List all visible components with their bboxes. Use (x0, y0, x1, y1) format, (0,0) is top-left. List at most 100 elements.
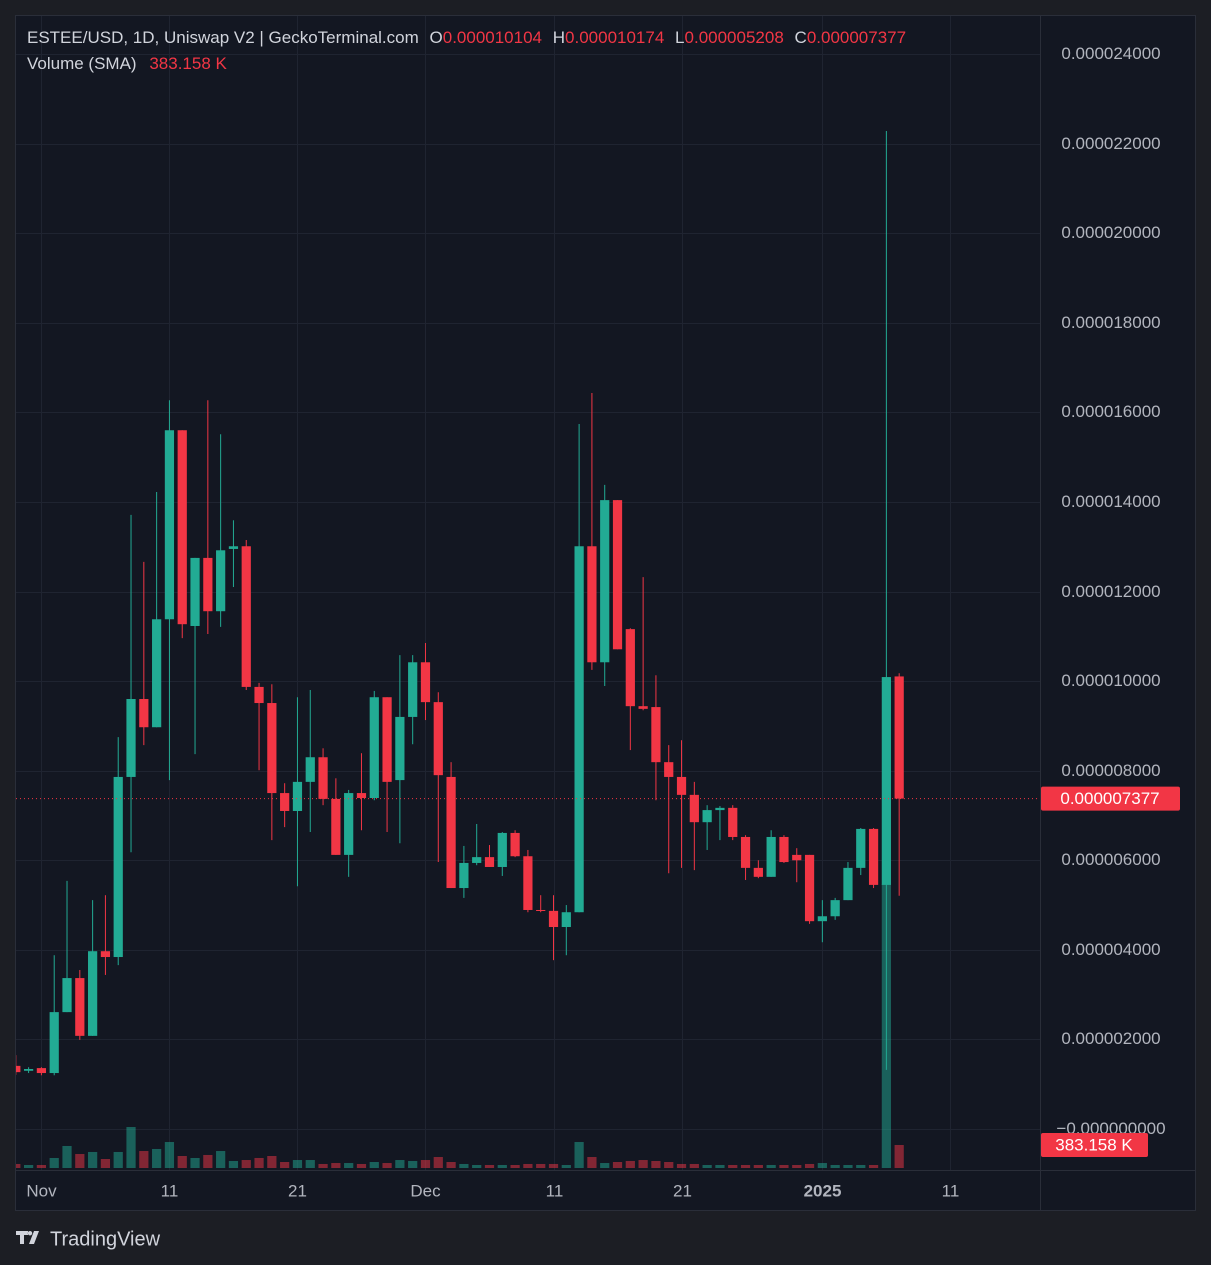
candle-body (420, 662, 431, 703)
volume-bar (740, 1164, 751, 1168)
volume-bar (638, 1160, 648, 1168)
volume-bar (16, 1163, 21, 1168)
volume-bar (369, 1161, 379, 1168)
volume-bar (420, 1160, 431, 1168)
y-tick-label: 0.000014000 (1061, 492, 1160, 511)
y-tick-label: 0.000004000 (1061, 940, 1160, 959)
candle-body (664, 762, 674, 777)
candle-body (740, 836, 751, 868)
volume-name: Volume (SMA) (27, 54, 137, 73)
candle-body (459, 862, 469, 889)
price-tag (1041, 786, 1180, 811)
candle-body (894, 676, 904, 799)
price-tag-label: 0.000007377 (1060, 789, 1159, 808)
candle-body (433, 702, 443, 776)
x-tick-label: 11 (546, 1181, 564, 1200)
volume-bar (472, 1164, 482, 1168)
volume-bar (49, 1157, 59, 1168)
candle-body (804, 854, 815, 922)
volume-bar (267, 1155, 277, 1168)
volume-bar (408, 1160, 418, 1168)
candle-body (344, 793, 354, 855)
volume-bar (241, 1160, 251, 1168)
candle-body (536, 909, 546, 911)
y-tick-label: 0.000016000 (1061, 402, 1160, 421)
volume-bar (587, 1157, 597, 1168)
candle-body (510, 832, 520, 857)
volume-bar (382, 1163, 392, 1168)
candle-body (190, 557, 200, 626)
candle-body (49, 1012, 59, 1074)
volume-bar (536, 1163, 546, 1168)
candle-body (868, 828, 879, 885)
candle-body (280, 793, 290, 811)
volume-bar (318, 1163, 328, 1168)
volume-tag (1041, 1133, 1148, 1158)
ohlc-letter: L (675, 28, 684, 47)
candle-body (369, 697, 379, 799)
volume-bar (894, 1145, 904, 1168)
y-tick-label: 0.000020000 (1061, 223, 1160, 242)
x-tick-label: 11 (942, 1181, 960, 1200)
ohlc-value: 0.000007377 (807, 28, 906, 47)
candle-body (715, 807, 725, 811)
x-tick-label: 11 (161, 1181, 179, 1200)
volume-bar (216, 1151, 226, 1168)
y-tick-label: 0.000006000 (1061, 850, 1160, 869)
candle-body (484, 857, 495, 867)
brand-name: TradingView (50, 1228, 161, 1250)
candle-body (600, 500, 610, 663)
volume-bar (766, 1164, 776, 1168)
candle-body (472, 857, 482, 863)
volume-bar (574, 1142, 584, 1168)
candle-body (16, 1065, 21, 1073)
volume-bar (625, 1160, 635, 1168)
candle-body (152, 619, 162, 728)
volume-bar (817, 1163, 827, 1168)
volume-legend: Volume (SMA) 383.158 K (27, 54, 228, 73)
candle-body (331, 798, 341, 855)
candle-body (587, 546, 597, 663)
candle-body (856, 828, 866, 868)
volume-bar (113, 1151, 123, 1168)
volume-bar (62, 1145, 72, 1168)
candle-body (881, 677, 891, 885)
volume-bar (830, 1164, 840, 1168)
volume-bar (523, 1163, 533, 1168)
ohlc-letter: H (553, 28, 565, 47)
candle-body (254, 686, 264, 704)
candle-body (203, 557, 213, 612)
volume-bar (164, 1142, 175, 1168)
volume-bar (126, 1127, 136, 1168)
volume-bar (548, 1163, 559, 1168)
volume-bar (177, 1155, 187, 1168)
candle-body (523, 856, 533, 910)
candle-body (267, 703, 277, 794)
volume-bar (356, 1163, 367, 1168)
y-tick-label: 0.000010000 (1061, 671, 1160, 690)
candle-body (75, 978, 85, 1036)
candle-body (408, 662, 418, 717)
ohlc-value: 0.000010174 (565, 28, 664, 47)
y-tick-label: 0.000018000 (1061, 313, 1160, 332)
volume-bar (305, 1160, 315, 1168)
candle-body (792, 854, 802, 861)
candle-body (36, 1068, 47, 1074)
volume-bar (843, 1164, 853, 1168)
volume-bar (23, 1164, 34, 1168)
candle-body (113, 776, 123, 958)
candles (16, 131, 1040, 1076)
candle-body (779, 836, 789, 863)
candle-body (830, 900, 840, 917)
candle-body (292, 781, 303, 811)
volume-bar (484, 1164, 495, 1168)
candle-body (446, 776, 456, 889)
candle-body (497, 832, 507, 867)
volume-bar (139, 1151, 149, 1168)
x-tick-label: Nov (26, 1181, 57, 1200)
candle-body (689, 794, 699, 823)
ohlc-letter: C (795, 28, 807, 47)
candle-body (100, 951, 111, 958)
candle-body (216, 550, 226, 612)
